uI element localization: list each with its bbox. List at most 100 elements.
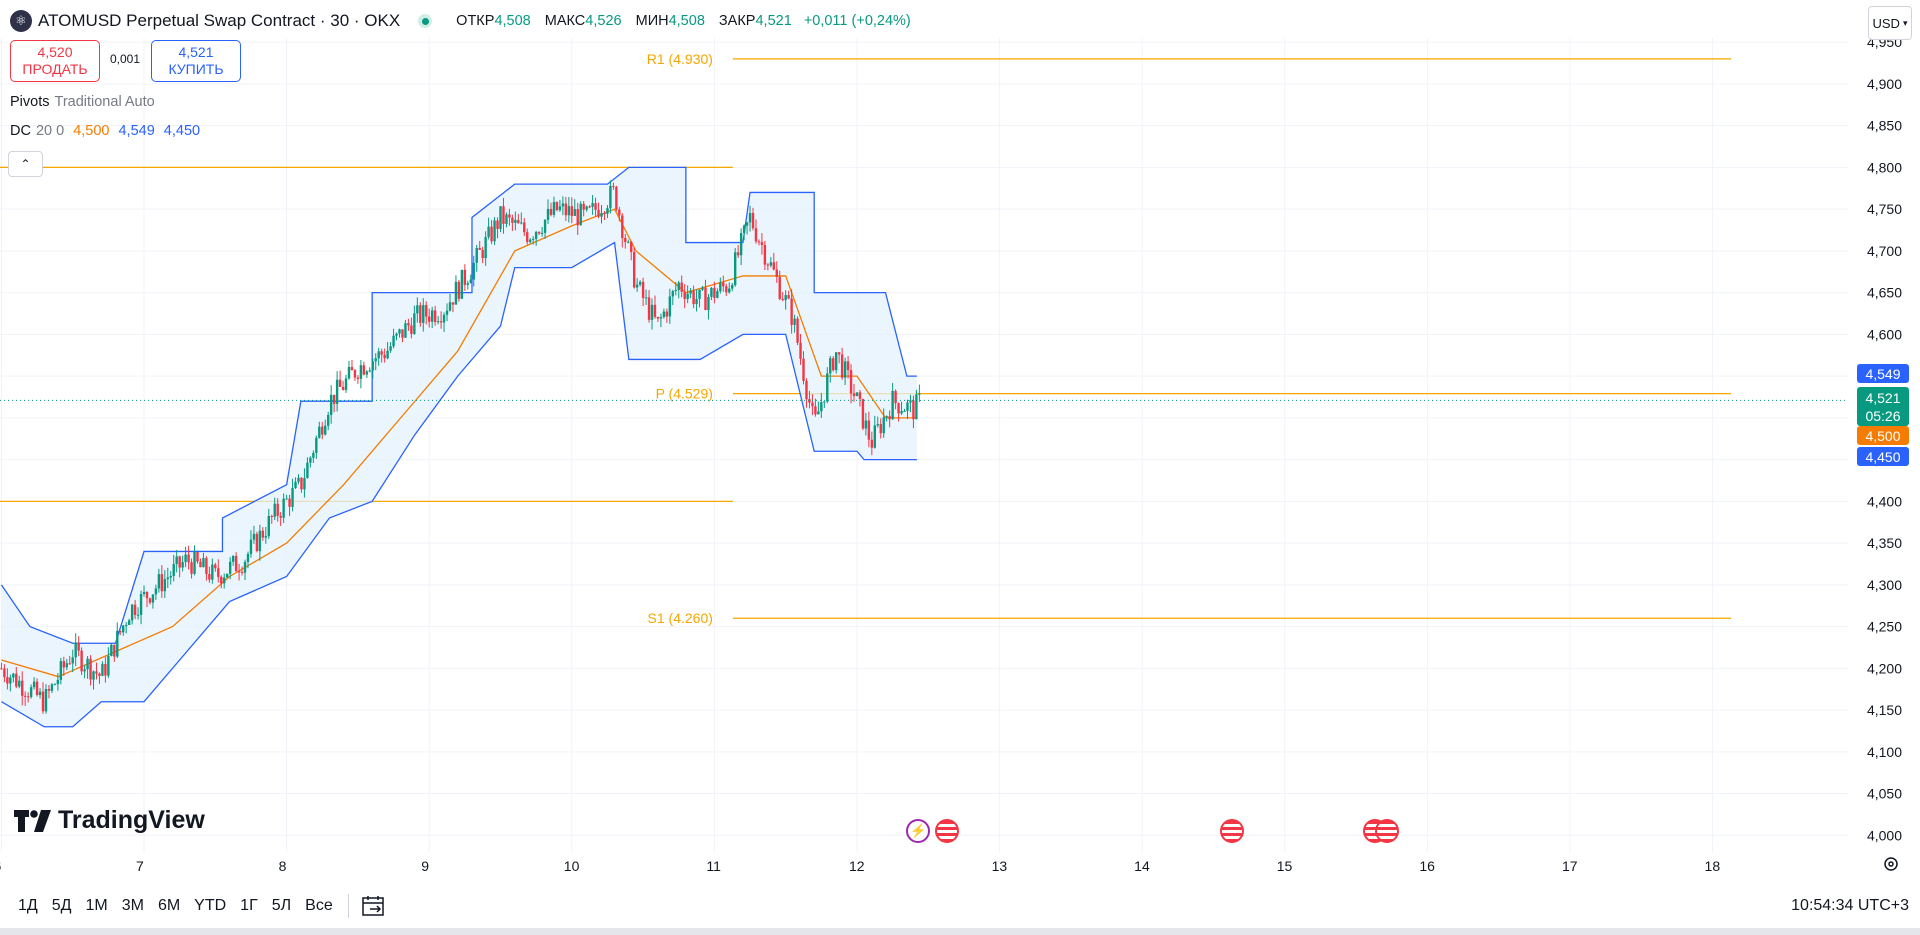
candle-body [0,668,3,670]
candle-body [389,346,392,351]
currency-selector[interactable]: USD ▾ [1868,6,1912,40]
timeframe-button[interactable]: Все [305,897,333,914]
candle-body [190,562,193,574]
y-axis-tick-label: 4,100 [1867,744,1902,760]
market-status-icon[interactable] [418,14,433,28]
candle-body [306,462,309,479]
candle-body [445,310,449,315]
candle-body [802,358,805,381]
pivot-level-label: S1 (4.260) [648,610,713,626]
candle-body [436,321,440,323]
timeframe-button[interactable]: YTD [194,897,227,914]
collapse-legend-button[interactable]: ⌃ [8,151,43,177]
y-axis-tick-label: 4,200 [1867,660,1902,676]
candle-body [454,281,458,305]
candle-body [249,539,253,554]
event-us-flag-icon[interactable] [1375,819,1400,843]
sell-button[interactable]: 4,520 ПРОДАТЬ [10,40,100,82]
candle-body [769,262,773,266]
x-axis-tick-label: 7 [136,858,144,874]
candle-body [21,680,24,696]
timeframe-button[interactable]: 3М [121,897,144,914]
gear-icon[interactable] [1882,855,1900,873]
candle-body [130,604,134,621]
open-label: ОТКР [456,13,495,29]
candle-body [172,564,175,576]
candle-body [671,291,674,297]
chart-legend-header: ⚛ ATOMUSD Perpetual Swap Contract · 30 ·… [10,10,911,32]
candle-body [573,209,576,216]
candle-body [18,680,21,687]
candle-body [493,220,496,242]
candle-body [790,298,793,325]
chevron-down-icon: ▾ [1902,17,1908,28]
candle-body [514,219,517,223]
candle-body [246,553,250,562]
event-us-flag-icon[interactable] [1220,819,1244,843]
candle-body [270,516,273,518]
candle-body [205,558,208,575]
symbol-title[interactable]: ATOMUSD Perpetual Swap Contract · 30 · O… [38,11,401,30]
buy-button[interactable]: 4,521 КУПИТЬ [151,40,241,82]
timeframe-button[interactable]: 6М [157,897,181,914]
dc-lower-value: 4,450 [163,123,201,139]
pivot-level-label: P (4.529) [656,386,713,402]
candle-body [757,241,761,243]
candle-body [38,691,42,695]
candle-body [395,333,398,336]
candle-body [327,414,330,426]
timeframe-button[interactable]: 1Г [240,897,258,914]
candle-body [401,329,404,338]
candle-body [502,206,505,224]
candle-body [843,361,847,378]
candle-body [579,203,582,226]
candle-body [650,304,654,320]
event-us-flag-icon[interactable] [934,819,959,843]
candle-body [668,296,672,317]
candle-body [576,209,579,226]
event-lightning-icon[interactable]: ⚡ [906,819,931,843]
candle-body [371,361,374,371]
candle-body [814,406,817,415]
scrollbar[interactable] [0,928,1920,935]
candle-body [139,593,143,615]
timeframe-button[interactable]: 5Д [51,897,72,914]
indicator-dc[interactable]: DC 20 0 4,500 4,549 4,450 [10,123,200,139]
candle-body [41,691,45,712]
last-price-value: 4,521 [1865,389,1901,406]
candle-body [906,402,909,411]
x-axis-tick-label: 12 [849,858,865,874]
donchian-basis-line [1,208,917,678]
clock-timezone[interactable]: 10:54:34 UTC+3 [1791,897,1909,914]
timeframe-button[interactable]: 5Л [271,897,292,914]
candle-body [32,681,36,688]
indicator-pivots[interactable]: Pivots Traditional Auto [10,94,155,110]
candle-body [193,552,196,574]
candle-body [68,663,71,665]
timeframe-button[interactable]: 1М [85,897,108,914]
candle-body [766,264,770,266]
candle-body [460,269,464,299]
candle-body [324,425,327,435]
candle-body [353,370,357,378]
candle-body [374,358,377,362]
ohlc-values: ОТКР4,508 МАКС4,526 МИН4,508 ЗАКР4,521 +… [446,13,911,29]
candle-body [864,420,868,429]
candle-body [404,323,407,338]
candle-body [665,311,669,317]
timeframe-button[interactable]: 1Д [18,897,38,914]
candle-body [472,262,475,280]
candle-body [255,533,259,552]
date-range-icon[interactable] [361,894,387,918]
candle-body [600,213,603,217]
candle-body [840,354,844,378]
candle-body [457,281,461,299]
tradingview-logo[interactable]: TradingView [14,806,205,835]
candle-body [858,392,862,399]
candle-body [413,313,416,334]
candle-body [823,401,826,403]
candle-body [410,325,413,334]
candle-body [107,655,110,676]
candle-body [796,318,799,343]
